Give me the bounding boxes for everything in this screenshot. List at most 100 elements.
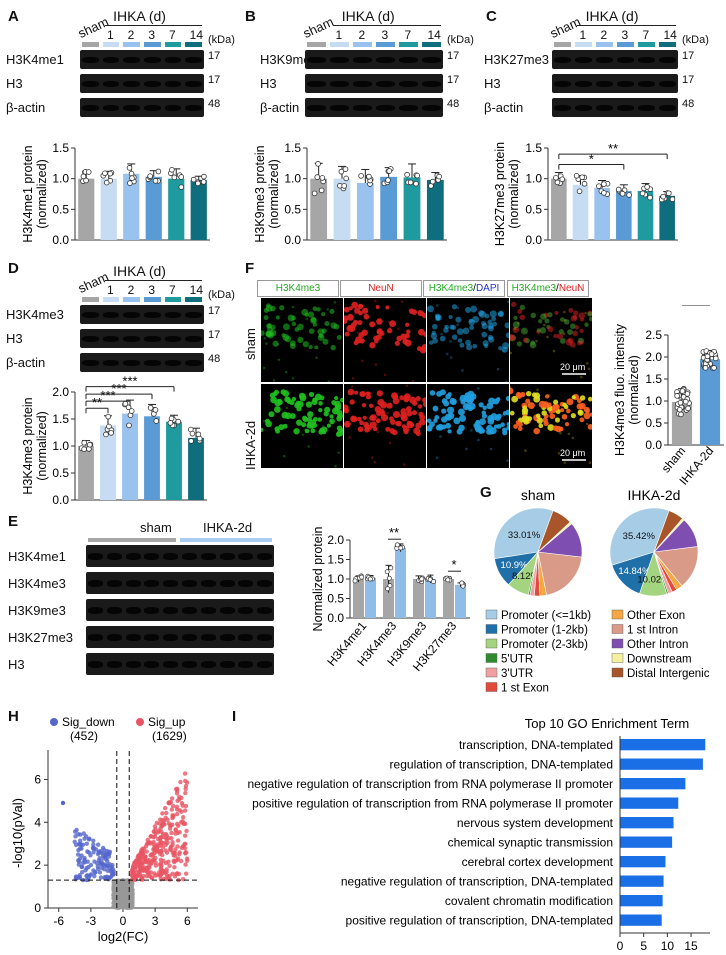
blot-band	[125, 579, 141, 587]
blot-band	[164, 56, 182, 63]
scattered-cell	[376, 401, 380, 404]
cell-nucleus	[317, 334, 325, 341]
blot-band	[123, 56, 140, 63]
cell-nucleus	[419, 414, 426, 421]
cell-nucleus	[587, 311, 592, 317]
up-point	[158, 835, 163, 841]
data-point	[152, 407, 159, 413]
scattered-cell	[434, 314, 438, 317]
blot-band	[219, 552, 235, 560]
cell-nucleus	[579, 395, 586, 401]
kda-unit: (kDa)	[208, 289, 235, 301]
western-blot-d: sham IHKA (d) 1 2 3 7 14 (kDa) H3K4me3 17 H3 17 β-ac…	[0, 255, 240, 375]
up-point	[173, 858, 178, 863]
blot-row-label: H3K4me1	[6, 52, 64, 67]
pie-slice	[537, 510, 571, 553]
up-point	[144, 849, 149, 854]
scattered-cell	[351, 376, 355, 380]
ns-point	[117, 892, 122, 897]
blot-band	[106, 552, 122, 560]
data-point	[189, 430, 196, 437]
up-point	[152, 847, 158, 853]
down-point	[98, 875, 104, 880]
down-point	[86, 850, 92, 855]
legend-count: (452)	[70, 729, 98, 743]
up-point	[131, 870, 136, 875]
blot-band	[422, 104, 441, 111]
header-rule	[332, 25, 441, 26]
cell-nucleus	[411, 309, 418, 315]
cell-nucleus	[304, 428, 310, 434]
cell-nucleus	[336, 335, 342, 340]
blot-strip	[305, 50, 443, 69]
scattered-cell	[543, 323, 546, 327]
ns-point	[129, 881, 134, 886]
cell-nucleus	[525, 398, 531, 404]
cell-nucleus	[270, 396, 277, 404]
data-point	[576, 188, 583, 195]
blot-band	[638, 56, 655, 63]
blot-band	[125, 633, 141, 641]
blot-band	[144, 359, 161, 366]
scattered-cell	[563, 318, 567, 322]
data-point	[429, 178, 436, 185]
scattered-cell	[477, 438, 480, 442]
lane-label: 1	[107, 28, 114, 42]
x-tick-label: 6	[184, 914, 191, 928]
cell-nucleus	[334, 400, 341, 408]
blot-strip	[552, 50, 678, 69]
data-point	[711, 365, 717, 371]
data-point	[682, 398, 689, 405]
lane-label: 7	[169, 283, 176, 297]
cell-nucleus	[369, 321, 376, 328]
cell-nucleus	[312, 306, 318, 312]
cell-nucleus	[263, 307, 269, 313]
cell-nucleus	[266, 303, 271, 308]
scattered-cell	[489, 447, 493, 451]
ns-point	[116, 905, 122, 910]
up-point	[166, 859, 171, 864]
cell-nucleus	[400, 412, 408, 420]
cell-nucleus	[505, 332, 509, 339]
cell-nucleus	[329, 418, 335, 425]
bar	[144, 416, 160, 500]
chart-title: Top 10 GO Enrichment Term	[525, 716, 690, 731]
up-point	[162, 840, 168, 845]
down-point	[76, 841, 82, 847]
cell-nucleus	[578, 312, 585, 320]
scattered-cell	[567, 432, 571, 436]
cell-nucleus	[490, 413, 498, 421]
cell-nucleus	[318, 401, 323, 406]
scattered-cell	[386, 411, 390, 415]
lane-swatch	[422, 42, 441, 47]
cell-nucleus	[268, 411, 275, 418]
blot-band	[102, 335, 120, 342]
data-point	[386, 575, 392, 581]
blot-band	[659, 104, 676, 111]
cell-nucleus	[307, 422, 312, 427]
scattered-cell	[282, 454, 286, 458]
micrograph-image	[344, 384, 426, 468]
legend-label: Other Intron	[627, 639, 688, 651]
blot-band	[200, 633, 216, 641]
blot-band	[238, 633, 254, 641]
cell-nucleus	[510, 387, 514, 395]
bar	[620, 758, 703, 770]
data-point	[343, 175, 349, 182]
data-point	[366, 173, 372, 180]
group-bar-sham	[88, 538, 176, 542]
cell-nucleus	[395, 420, 402, 427]
up-point	[131, 863, 136, 869]
cell-nucleus	[305, 401, 313, 408]
ns-point	[121, 884, 127, 889]
data-point	[169, 167, 175, 173]
legend-count: (1629)	[152, 729, 187, 743]
cell-nucleus	[329, 308, 335, 314]
up-point	[174, 871, 179, 877]
data-point	[195, 180, 201, 187]
volcano-plot-h: -6 -3 0 3 60246log2(FC)-log10(pVal)Sig_down(…	[10, 715, 198, 944]
bar	[659, 195, 675, 240]
cell-nucleus	[468, 402, 476, 410]
cell-nucleus	[270, 331, 275, 336]
blot-band	[164, 80, 182, 87]
